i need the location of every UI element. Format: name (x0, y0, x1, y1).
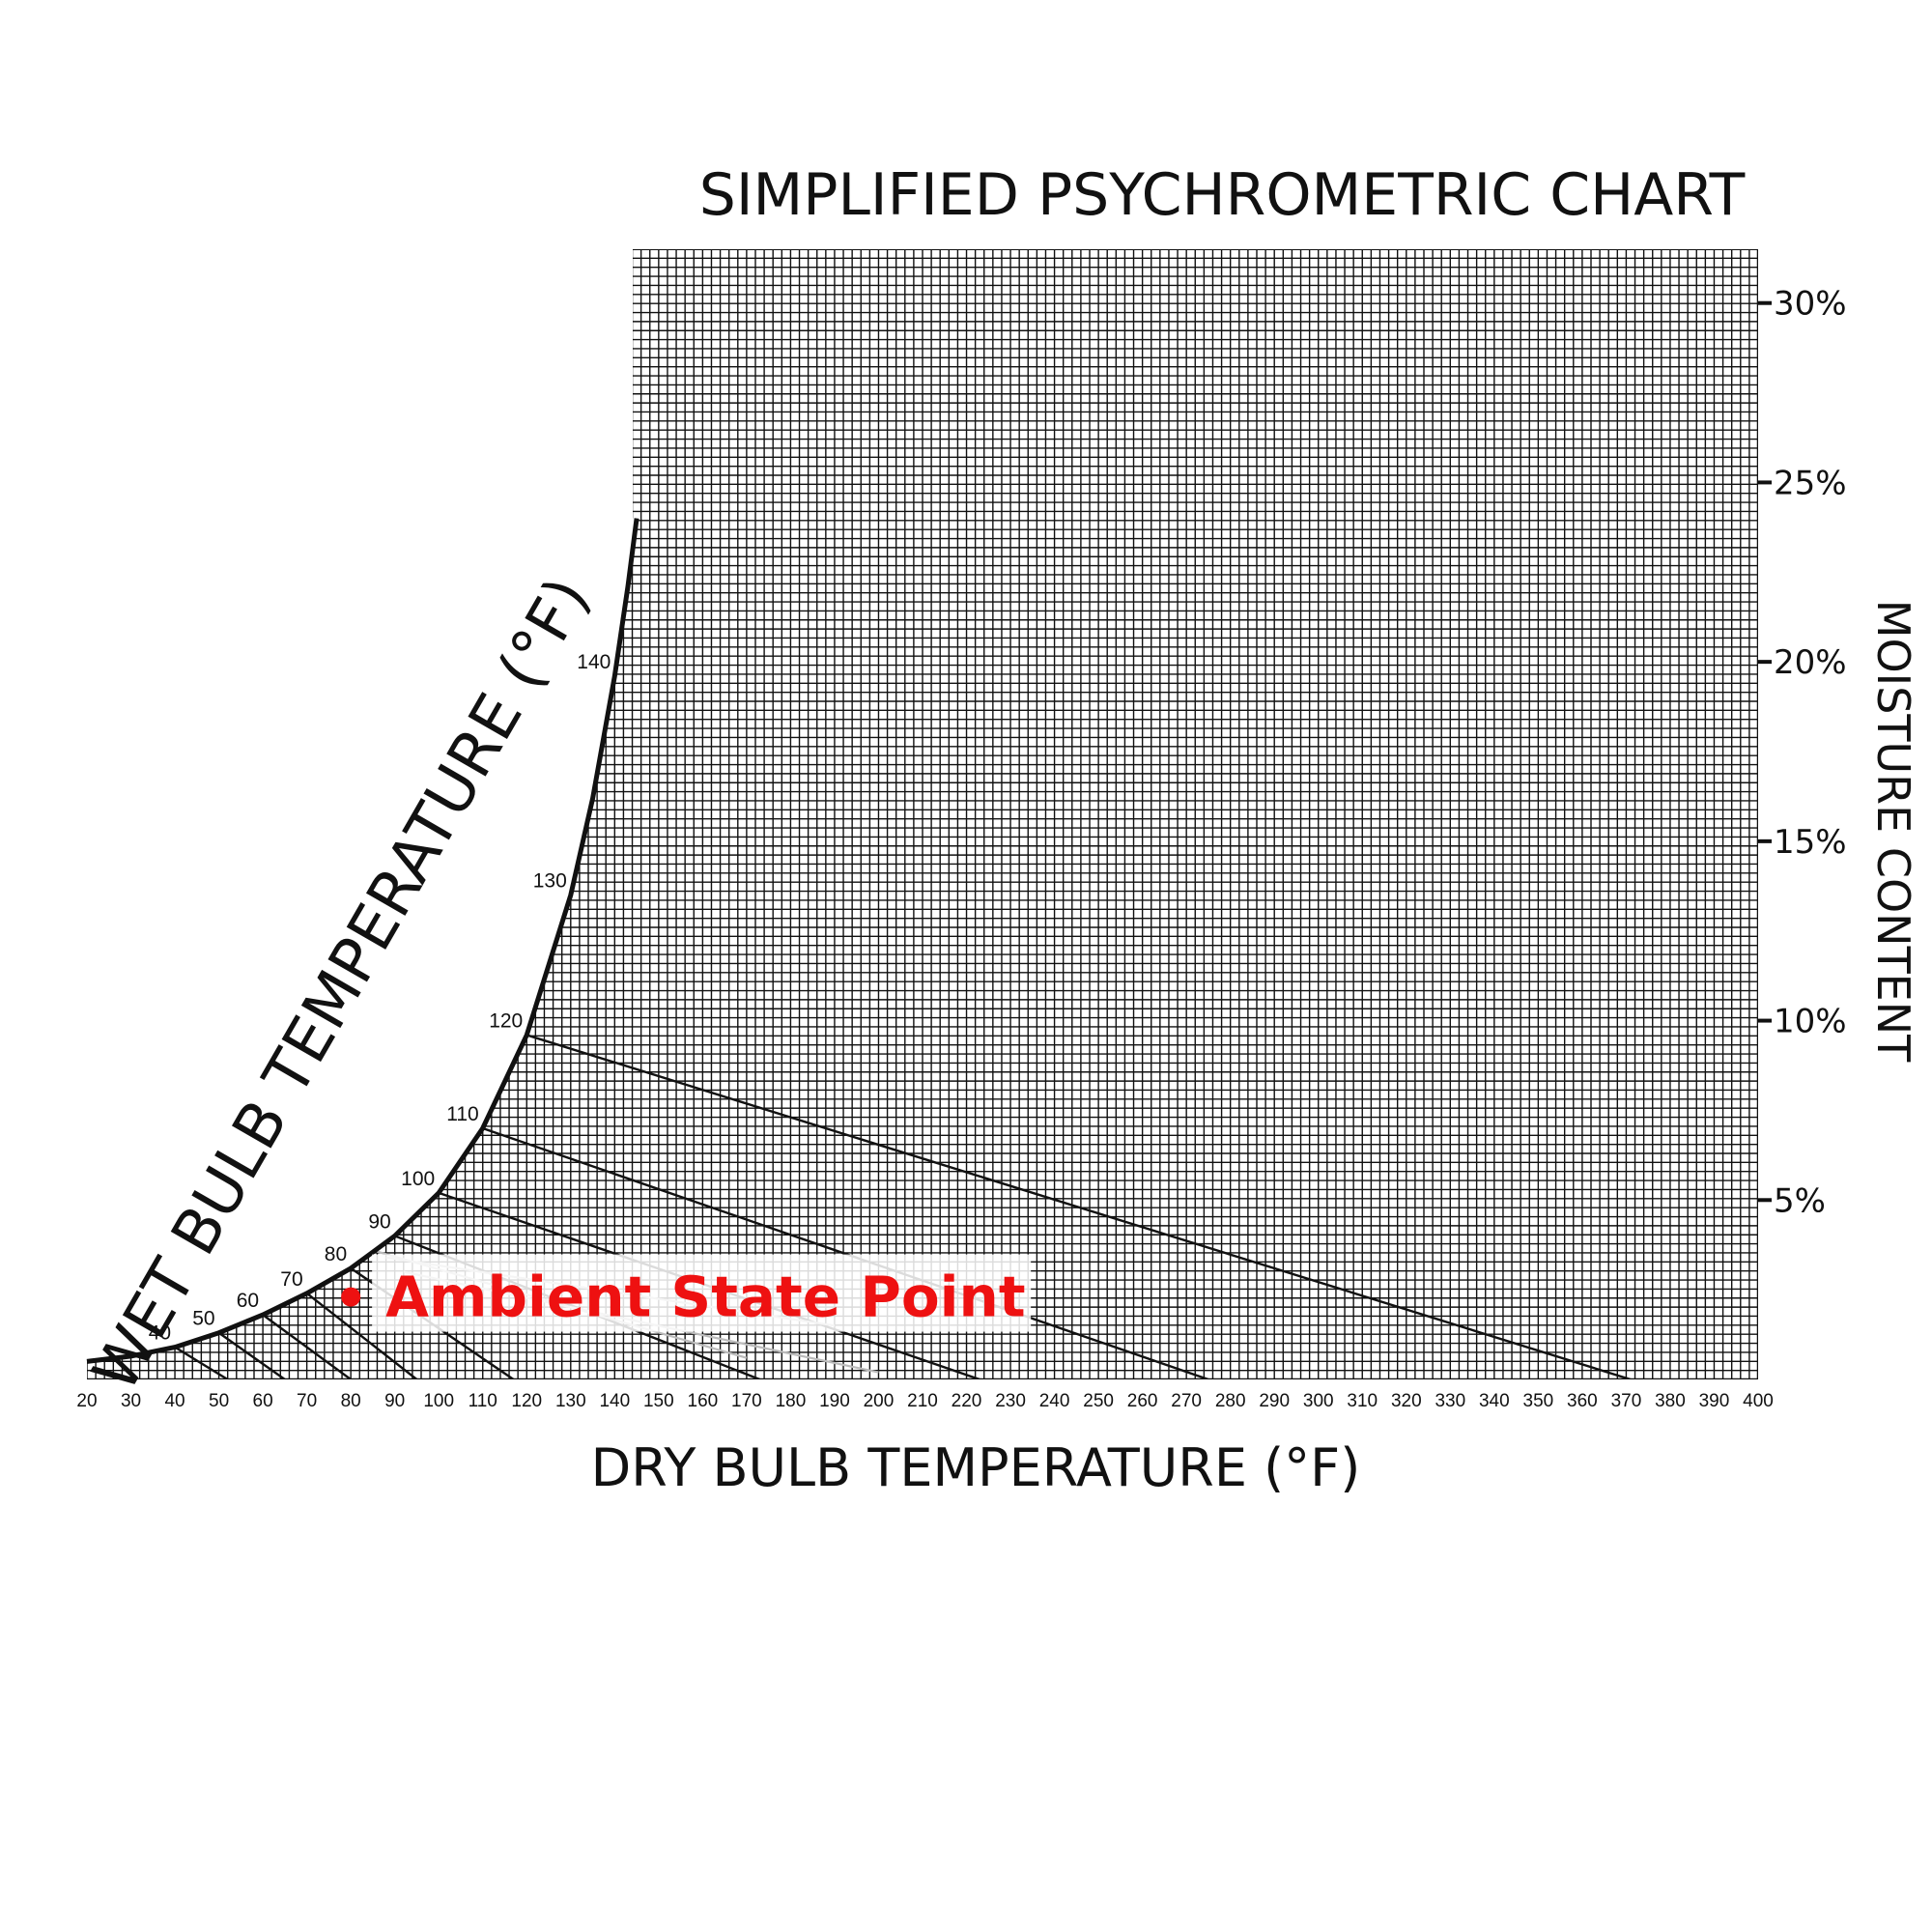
wet-bulb-tick-labels: 40 50 60 70 80 90 100 110 120 130 140 (149, 651, 611, 1345)
x-tick-label: 50 (209, 1391, 229, 1411)
chart-title: SIMPLIFIED PSYCHROMETRIC CHART (699, 161, 1746, 229)
wet-bulb-line-50 (217, 1331, 286, 1379)
y-tick-marks: 5% 10% 15% 20% 25% 30% (1758, 285, 1847, 1220)
x-tick-label: 330 (1435, 1391, 1465, 1411)
x-tick-label: 260 (1127, 1391, 1158, 1411)
x-tick-label: 350 (1523, 1391, 1554, 1411)
x-tick-label: 170 (731, 1391, 762, 1411)
x-tick-label: 70 (297, 1391, 317, 1411)
x-axis-label: DRY BULB TEMPERATURE (°F) (591, 1437, 1361, 1498)
x-tick-label: 290 (1259, 1391, 1290, 1411)
wet-bulb-line-60 (262, 1314, 352, 1379)
x-tick-label: 200 (864, 1391, 895, 1411)
y-tick-label: 15% (1774, 823, 1847, 862)
x-tick-label: 270 (1171, 1391, 1202, 1411)
wet-bulb-tick-label: 130 (533, 870, 567, 893)
x-tick-label: 390 (1699, 1391, 1730, 1411)
wet-bulb-line-110 (482, 1126, 1209, 1379)
x-tick-label: 100 (423, 1391, 454, 1411)
x-tick-label: 80 (341, 1391, 361, 1411)
wet-bulb-line-40 (174, 1346, 229, 1379)
x-tick-label: 140 (599, 1391, 630, 1411)
wet-bulb-tick-label: 70 (280, 1268, 302, 1291)
x-tick-label: 30 (121, 1391, 141, 1411)
x-tick-label: 150 (643, 1391, 674, 1411)
x-tick-label: 380 (1655, 1391, 1686, 1411)
x-tick-label: 370 (1611, 1391, 1642, 1411)
x-tick-label: 160 (688, 1391, 719, 1411)
chart-grid (87, 249, 1758, 1379)
wet-bulb-tick-label: 100 (401, 1168, 435, 1190)
annotation-group: Ambient State Point (341, 1254, 1032, 1332)
x-tick-label: 180 (776, 1391, 807, 1411)
x-tick-label: 20 (76, 1391, 97, 1411)
y-tick-label: 10% (1774, 1003, 1847, 1041)
wet-bulb-tick-label: 40 (149, 1322, 171, 1345)
x-tick-label: 310 (1347, 1391, 1378, 1411)
x-tick-label: 210 (907, 1391, 938, 1411)
x-tick-label: 400 (1743, 1391, 1774, 1411)
x-tick-label: 360 (1567, 1391, 1598, 1411)
wet-bulb-tick-label: 90 (368, 1210, 390, 1233)
wet-bulb-tick-label: 110 (446, 1103, 478, 1125)
x-tick-label: 110 (469, 1391, 497, 1411)
y-axis-label: MOISTURE CONTENT (1867, 600, 1919, 1063)
y-tick-label: 5% (1774, 1181, 1826, 1220)
wet-bulb-tick-label: 120 (489, 1009, 523, 1032)
x-tick-label: 280 (1215, 1391, 1246, 1411)
grid-horizontal-lines (87, 249, 1758, 1379)
annotation-background (372, 1254, 1032, 1332)
x-tick-label: 300 (1303, 1391, 1334, 1411)
wet-bulb-line-120 (526, 1034, 1632, 1379)
ambient-state-point (341, 1287, 361, 1307)
wet-bulb-line-70 (305, 1292, 418, 1379)
x-tick-label: 230 (995, 1391, 1026, 1411)
x-tick-label: 220 (952, 1391, 982, 1411)
wet-bulb-tick-label: 80 (325, 1243, 347, 1265)
ambient-state-point-label: Ambient State Point (385, 1264, 1025, 1330)
x-tick-label: 60 (253, 1391, 273, 1411)
y-tick-label: 20% (1774, 643, 1847, 682)
x-tick-label: 340 (1479, 1391, 1510, 1411)
wet-bulb-tick-label: 60 (237, 1290, 259, 1312)
x-tick-label: 240 (1039, 1391, 1070, 1411)
saturation-curve-group (86, 518, 639, 1364)
x-tick-label: 120 (511, 1391, 542, 1411)
x-tick-label: 40 (164, 1391, 185, 1411)
wet-bulb-tick-label: 50 (192, 1308, 214, 1330)
x-tick-label: 320 (1391, 1391, 1422, 1411)
x-tick-label: 250 (1083, 1391, 1114, 1411)
y-tick-label: 25% (1774, 464, 1847, 502)
x-tick-label: 190 (819, 1391, 850, 1411)
wet-bulb-tick-label: 140 (577, 651, 611, 673)
x-tick-label: 90 (384, 1391, 405, 1411)
x-tick-labels: 20 30 40 50 60 70 80 90 100 110 120 130 140 150 160 170… (76, 1391, 1773, 1411)
x-tick-label: 130 (555, 1391, 586, 1411)
y-tick-label: 30% (1774, 285, 1847, 324)
saturation-curve (86, 518, 639, 1364)
